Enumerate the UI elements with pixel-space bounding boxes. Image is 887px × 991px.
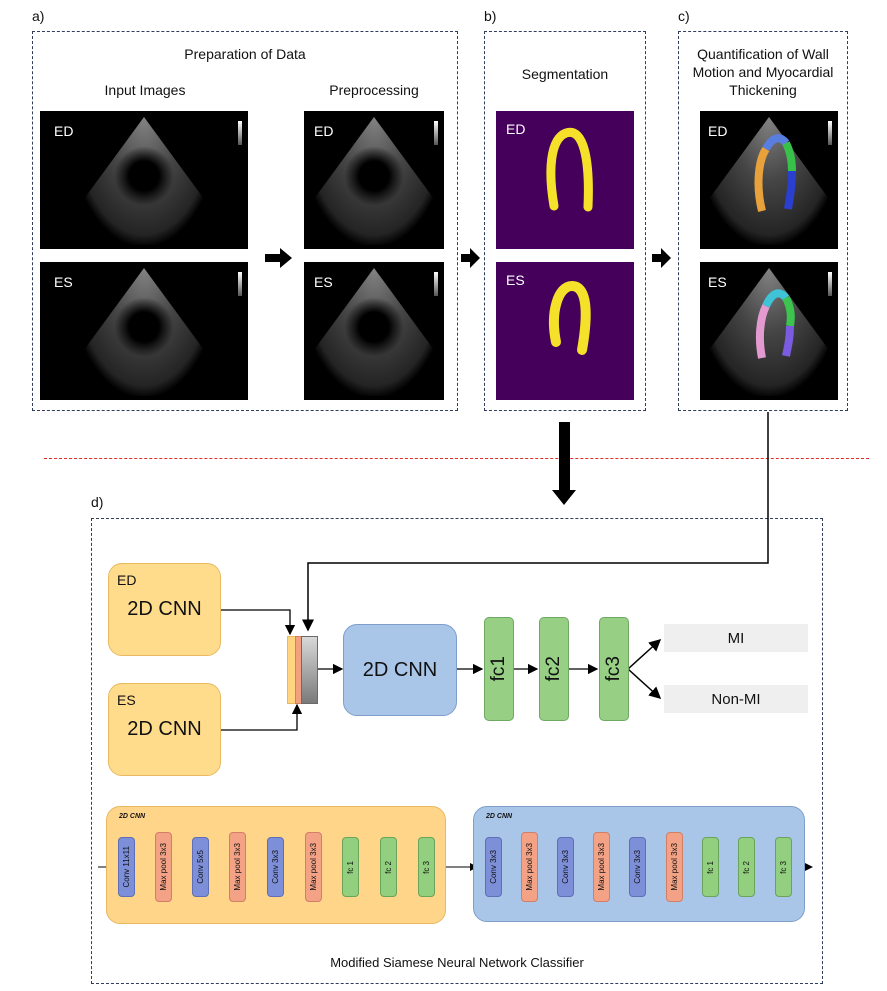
input-es-image: ES: [40, 262, 248, 400]
preprocessed-es-image: ES: [304, 262, 444, 400]
output-non-mi: Non-MI: [664, 685, 808, 713]
panel-d-caption: Modified Siamese Neural Network Classifi…: [330, 955, 584, 970]
ventricle-cavity: [339, 141, 409, 211]
panel-d-label: d): [91, 494, 104, 510]
fc3-block: fc3: [599, 617, 629, 721]
preprocessed-ed-image: ED: [304, 111, 444, 249]
blue-cnn-title: 2D CNN: [486, 813, 513, 820]
shared-cnn-label: 2D CNN: [362, 658, 438, 681]
input-ed-image: ED: [40, 111, 248, 249]
orange-layer-maxpool-2: Max pool 3x3: [229, 832, 246, 902]
panel-a-label: a): [32, 8, 45, 24]
shared-cnn-box: 2D CNN: [343, 624, 457, 716]
ed-tag: ED: [314, 123, 334, 139]
panel-d-frame: [91, 518, 823, 984]
grayscale-bar: [434, 272, 438, 296]
ed-tag: ED: [54, 123, 74, 139]
blue-layer-conv-1: Conv 3x3: [485, 837, 502, 897]
orange-layer-maxpool-3: Max pool 3x3: [305, 832, 322, 902]
ventricle-cavity: [339, 292, 409, 362]
fc1-label: fc1: [488, 656, 509, 682]
panel-c-title-line1: Quantification of Wall: [697, 46, 829, 62]
orange-layer-conv-5x5: Conv 5x5: [192, 837, 209, 897]
line-es-cnn-to-fusion: [221, 703, 303, 731]
line-fc3-to-mi: [627, 638, 662, 670]
line-ed-cnn-to-fusion: [221, 609, 296, 636]
ed-tag: ED: [506, 121, 526, 137]
orange-cnn-title: 2D CNN: [119, 813, 146, 820]
es-cnn-tag: ES: [117, 692, 136, 708]
panel-c-frame: [678, 31, 848, 411]
arrow-input-to-preprocessing: [265, 248, 292, 268]
panel-b-frame: [484, 31, 646, 411]
preprocessing-heading: Preprocessing: [329, 82, 419, 98]
output-mi-label: MI: [727, 629, 745, 647]
arrow-b-to-c: [652, 248, 671, 268]
ed-cnn-box: ED 2D CNN: [108, 563, 221, 656]
panel-c-label: c): [678, 8, 690, 24]
es-cnn-label: 2D CNN: [127, 718, 202, 740]
blue-layer-fc2: fc 2: [738, 837, 755, 897]
input-images-heading: Input Images: [104, 82, 186, 98]
arrow-a-to-b: [461, 248, 480, 268]
fc2-label: fc2: [543, 656, 564, 682]
orange-layer-fc1: fc 1: [342, 837, 359, 897]
line-quantification-to-fusion: [302, 412, 769, 632]
panel-a-frame: [32, 31, 458, 411]
blue-layer-maxpool-1: Max pool 3x3: [521, 832, 538, 902]
es-tag: ES: [54, 274, 73, 290]
ed-cnn-tag: ED: [117, 572, 137, 588]
fc2-block: fc2: [539, 617, 569, 721]
blue-layer-maxpool-3: Max pool 3x3: [666, 832, 683, 902]
ed-cnn-label: 2D CNN: [127, 598, 202, 620]
blue-layer-fc3: fc 3: [775, 837, 792, 897]
orange-layer-conv-3x3: Conv 3x3: [267, 837, 284, 897]
grayscale-bar: [238, 272, 242, 296]
segmentation-ed-mask: ED: [496, 111, 634, 249]
myocardium-mask-es: [548, 280, 591, 355]
colored-wall-segments-es: [755, 289, 795, 359]
orange-layer-conv-11x11: Conv 11x11: [118, 837, 135, 897]
ed-tag: ED: [708, 123, 728, 139]
section-separator: [44, 458, 869, 459]
grayscale-bar: [828, 272, 832, 296]
fc3-label: fc3: [603, 656, 624, 682]
fc1-block: fc1: [484, 617, 514, 721]
output-mi: MI: [664, 624, 808, 652]
grayscale-bar: [828, 121, 832, 145]
panel-a-title: Preparation of Data: [184, 46, 306, 62]
blue-layer-fc1: fc 1: [702, 837, 719, 897]
segmentation-es-mask: ES: [496, 262, 634, 400]
arrow-segmentation-down: [552, 422, 576, 505]
feature-concat-grey: [301, 636, 318, 704]
ventricle-cavity: [109, 292, 179, 362]
blue-layer-maxpool-2: Max pool 3x3: [593, 832, 610, 902]
es-tag: ES: [314, 274, 333, 290]
grayscale-bar: [238, 121, 242, 145]
orange-layer-fc3: fc 3: [418, 837, 435, 897]
es-tag: ES: [708, 274, 727, 290]
orange-layer-fc2: fc 2: [380, 837, 397, 897]
panel-b-title: Segmentation: [521, 66, 609, 82]
blue-layer-conv-3: Conv 3x3: [629, 837, 646, 897]
ventricle-cavity: [109, 141, 179, 211]
panel-c-title-line2: Motion and Myocardial: [692, 64, 834, 80]
output-non-mi-label: Non-MI: [711, 690, 761, 708]
line-fc3-to-nonmi: [627, 668, 662, 700]
es-cnn-box: ES 2D CNN: [108, 683, 221, 776]
es-tag: ES: [506, 272, 525, 288]
colored-wall-segments-ed: [754, 134, 796, 212]
wall-motion-ed-image: ED: [700, 111, 838, 249]
myocardium-mask-ed: [546, 127, 593, 212]
grayscale-bar: [434, 121, 438, 145]
orange-layer-maxpool-1: Max pool 3x3: [155, 832, 172, 902]
blue-layer-conv-2: Conv 3x3: [557, 837, 574, 897]
panel-b-label: b): [484, 8, 497, 24]
wall-motion-es-image: ES: [700, 262, 838, 400]
panel-c-title-line3: Thickening: [729, 82, 797, 98]
